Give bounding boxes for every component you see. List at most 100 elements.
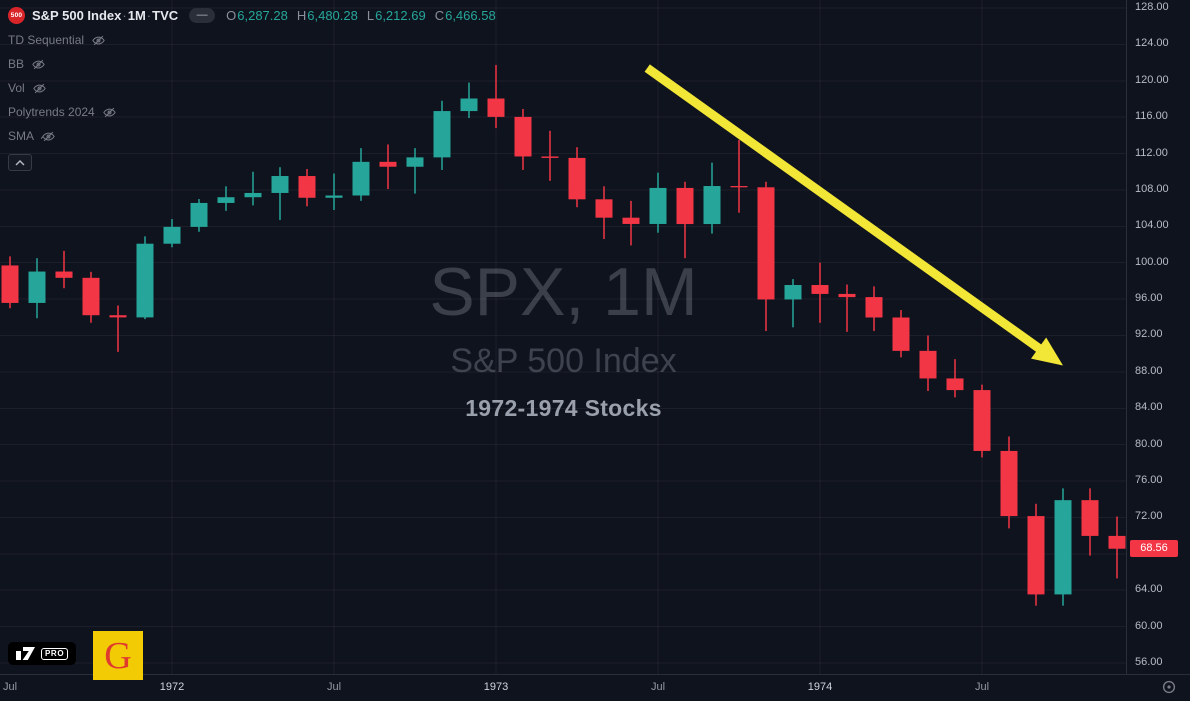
high-label: H	[296, 8, 307, 23]
candle	[379, 144, 397, 190]
candle	[55, 250, 73, 289]
tradingview-pro-logo[interactable]: PRO	[8, 642, 77, 665]
high-value: 6,480.28	[307, 8, 358, 23]
trend-arrow-shaft	[644, 64, 1053, 360]
indicator-name: Vol	[8, 81, 25, 95]
last-price-label: 68.56	[1130, 539, 1178, 557]
candle	[1027, 503, 1045, 606]
price-axis-label: 100.00	[1135, 255, 1169, 268]
eye-hidden-icon[interactable]	[31, 57, 46, 72]
price-axis-label: 56.00	[1135, 655, 1163, 668]
eye-hidden-icon[interactable]	[41, 129, 56, 144]
indicator-row-bb[interactable]: BB	[8, 52, 117, 76]
price-axis[interactable]: 56.0060.0064.0068.0072.0076.0080.0084.00…	[1126, 0, 1190, 675]
indicator-name: SMA	[8, 129, 35, 143]
candle	[163, 219, 181, 248]
symbol-logo: 500	[8, 7, 25, 24]
price-axis-label: 64.00	[1135, 583, 1163, 596]
candle	[109, 305, 127, 352]
time-axis-label: Jul	[974, 681, 990, 693]
candle	[271, 167, 289, 220]
price-axis-label: 112.00	[1135, 146, 1168, 159]
candle	[703, 162, 721, 234]
indicator-row-vol[interactable]: Vol	[8, 76, 117, 100]
candle	[892, 310, 910, 358]
close-value: 6,466.58	[445, 8, 496, 23]
chevron-up-icon	[15, 159, 25, 166]
candle	[352, 148, 370, 201]
open-value: 6,287.28	[237, 8, 288, 23]
candle	[514, 108, 532, 170]
open-label: O	[226, 8, 237, 23]
indicator-name: Polytrends 2024	[8, 105, 95, 119]
price-axis-label: 88.00	[1135, 364, 1163, 377]
price-axis-label: 128.00	[1135, 1, 1169, 13]
symbol-legend[interactable]: 500 S&P 500 Index·1M·TVC — O 6,287.28 H 6,…	[8, 7, 496, 24]
price-axis-label: 108.00	[1135, 182, 1169, 195]
time-axis-label: Jul	[326, 681, 342, 693]
candle	[622, 200, 640, 246]
candle	[649, 172, 667, 233]
indicator-name: TD Sequential	[8, 33, 85, 47]
price-axis-label: 124.00	[1135, 37, 1169, 50]
legend-minimize-button[interactable]: —	[189, 8, 216, 23]
candle	[487, 64, 505, 129]
candle	[217, 186, 235, 211]
indicator-row-polytrends[interactable]: Polytrends 2024	[8, 100, 117, 124]
indicator-row-td-sequential[interactable]: TD Sequential	[8, 28, 117, 52]
time-axis[interactable]: Jul 1972 Jul 1973 Jul 1974 Jul	[0, 674, 1190, 701]
candle	[838, 284, 856, 332]
eye-hidden-icon[interactable]	[91, 33, 106, 48]
axis-settings-icon[interactable]	[1162, 680, 1176, 699]
price-axis-label: 116.00	[1135, 110, 1168, 123]
close-label: C	[434, 8, 445, 23]
indicator-row-sma[interactable]: SMA	[8, 124, 117, 148]
price-axis-label: 96.00	[1135, 292, 1163, 305]
candle	[82, 271, 100, 323]
candle	[460, 82, 478, 119]
candle	[568, 147, 586, 208]
price-axis-label: 104.00	[1135, 219, 1169, 232]
time-axis-label: 1972	[159, 681, 185, 693]
candle	[325, 173, 343, 210]
symbol-title[interactable]: S&P 500 Index·1M·TVC	[32, 8, 179, 23]
candle	[730, 139, 748, 213]
price-axis-label: 120.00	[1135, 73, 1169, 86]
candle	[595, 186, 613, 240]
price-axis-label: 72.00	[1135, 510, 1163, 523]
candle	[811, 262, 829, 323]
pro-badge: PRO	[41, 647, 69, 660]
candle	[298, 169, 316, 207]
candle	[973, 384, 991, 458]
candle	[190, 199, 208, 232]
trend-arrow-head	[1031, 337, 1063, 366]
price-axis-label: 92.00	[1135, 328, 1163, 341]
time-axis-label: Jul	[650, 681, 666, 693]
time-axis-label: 1974	[807, 681, 833, 693]
time-axis-label: Jul	[2, 681, 18, 693]
price-axis-label: 60.00	[1135, 619, 1163, 632]
ohlc-values: O 6,287.28 H 6,480.28 L 6,212.69 C 6,466.58	[226, 8, 496, 23]
candle	[946, 359, 964, 398]
eye-hidden-icon[interactable]	[102, 105, 117, 120]
collapse-legend-button[interactable]	[8, 154, 32, 171]
candle	[676, 181, 694, 259]
time-axis-label: 1973	[483, 681, 509, 693]
candle	[1054, 488, 1072, 606]
candle	[919, 335, 937, 391]
candle	[1000, 436, 1018, 529]
price-axis-label: 80.00	[1135, 437, 1163, 450]
eye-hidden-icon[interactable]	[32, 81, 47, 96]
low-value: 6,212.69	[375, 8, 426, 23]
candle	[1108, 516, 1126, 579]
tradingview-logo-icon	[16, 647, 35, 660]
indicator-name: BB	[8, 57, 25, 71]
candle	[136, 236, 154, 320]
indicator-list: TD Sequential BB Vol Polytrends 2024 SMA	[8, 28, 117, 171]
candle	[541, 130, 559, 181]
candle	[784, 279, 802, 328]
candle	[244, 171, 262, 206]
candle	[757, 181, 775, 331]
